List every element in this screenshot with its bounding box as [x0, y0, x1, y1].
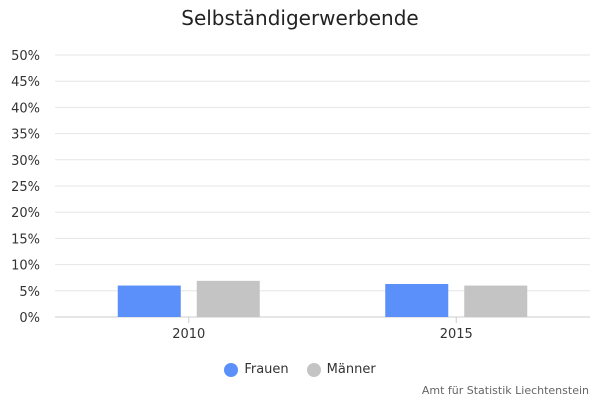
x-tick-label: 2010 [172, 327, 205, 342]
y-tick-label: 40% [11, 101, 40, 116]
y-tick-label: 50% [11, 49, 40, 64]
legend-item-frauen[interactable]: Frauen [224, 362, 289, 377]
y-tick-label: 25% [11, 180, 40, 195]
legend-marker-frauen [224, 362, 239, 377]
y-tick-label: 35% [11, 128, 40, 143]
bar-mnner-2010 [196, 280, 260, 317]
legend-marker-maenner [306, 362, 321, 377]
y-tick-label: 0% [19, 311, 40, 326]
bar-mnner-2015 [464, 285, 528, 317]
legend-label-maenner: Männer [326, 362, 376, 377]
bar-frauen-2015 [385, 283, 449, 317]
bar-frauen-2010 [117, 285, 181, 317]
chart-legend: Frauen Männer [0, 362, 600, 377]
legend-item-maenner[interactable]: Männer [306, 362, 376, 377]
legend-label-frauen: Frauen [244, 362, 289, 377]
chart-title: Selbständigerwerbende [181, 6, 419, 30]
credits-text[interactable]: Amt für Statistik Liechtenstein [421, 384, 589, 397]
y-tick-label: 20% [11, 206, 40, 221]
y-tick-label: 45% [11, 75, 40, 90]
y-tick-label: 10% [11, 259, 40, 274]
y-tick-label: 15% [11, 232, 40, 247]
x-tick-label: 2015 [440, 327, 473, 342]
y-tick-label: 5% [19, 285, 40, 300]
y-tick-label: 30% [11, 154, 40, 169]
